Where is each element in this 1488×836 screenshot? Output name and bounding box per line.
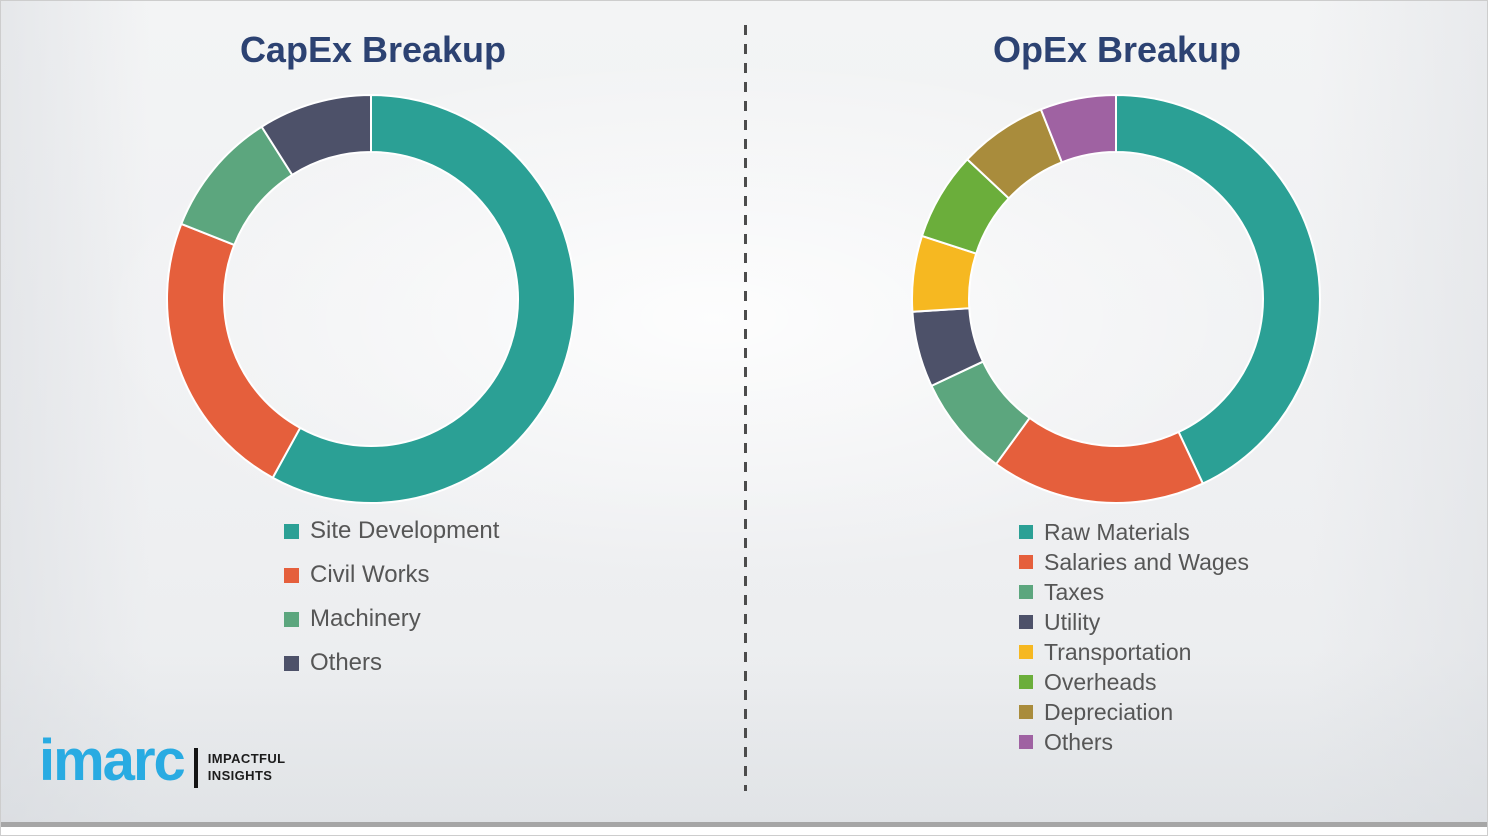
donut-segment-site-development (271, 93, 576, 504)
capex-donut-chart (161, 89, 581, 509)
legend-label: Others (1044, 728, 1114, 755)
capex-panel: CapEx Breakup Site Development Civil Work… (1, 1, 745, 835)
opex-legend: Raw Materials Salaries and Wages Taxes Util… (1019, 517, 1249, 757)
legend-label: Transportation (1044, 638, 1192, 665)
logo-divider-bar (193, 747, 198, 788)
legend-item: Raw Materials (1019, 517, 1249, 547)
legend-swatch-icon (284, 567, 299, 583)
legend-swatch-icon (1019, 735, 1033, 749)
donut-segment-others (1039, 93, 1117, 164)
logo-tagline-line1: IMPACTFUL (207, 751, 286, 767)
legend-item: Civil Works (284, 553, 499, 597)
bottom-frame-margin (1, 827, 1487, 835)
donut-segment-raw-materials (1115, 93, 1321, 485)
logo-tagline-line2: INSIGHTS (207, 767, 273, 783)
legend-label: Depreciation (1044, 698, 1174, 725)
legend-item: Transportation (1019, 637, 1249, 667)
donut-svg (911, 93, 1321, 504)
legend-label: Others (310, 649, 383, 676)
legend-label: Utility (1044, 608, 1101, 635)
imarc-logo: imarc IMPACTFUL INSIGHTS (39, 728, 286, 793)
donut-segment-others (260, 93, 372, 177)
capex-legend: Site Development Civil Works Machinery Othe… (284, 509, 499, 685)
legend-item: Overheads (1019, 667, 1249, 697)
legend-label: Overheads (1044, 668, 1157, 695)
legend-swatch-icon (284, 523, 299, 539)
legend-item: Others (284, 641, 499, 685)
legend-item: Salaries and Wages (1019, 547, 1249, 577)
legend-swatch-icon (284, 655, 299, 671)
dashed-divider (744, 25, 747, 791)
legend-label: Raw Materials (1044, 518, 1190, 545)
legend-item: Taxes (1019, 577, 1249, 607)
legend-swatch-icon (1019, 585, 1033, 599)
donut-svg (166, 93, 576, 504)
opex-chart-title: OpEx Breakup (992, 29, 1242, 70)
legend-swatch-icon (1019, 525, 1033, 539)
legend-swatch-icon (1019, 555, 1033, 569)
legend-swatch-icon (1019, 675, 1033, 689)
legend-swatch-icon (1019, 705, 1033, 719)
legend-label: Taxes (1044, 578, 1105, 605)
legend-item: Others (1019, 727, 1249, 757)
legend-label: Machinery (310, 605, 421, 632)
legend-label: Site Development (310, 517, 500, 544)
capex-chart-title: CapEx Breakup (239, 29, 507, 70)
imarc-logo-wordmark: imarc (39, 728, 186, 793)
legend-item: Depreciation (1019, 697, 1249, 727)
legend-item: Utility (1019, 607, 1249, 637)
legend-item: Site Development (284, 509, 499, 553)
legend-swatch-icon (1019, 615, 1033, 629)
donut-segment-civil-works (166, 222, 302, 480)
legend-swatch-icon (284, 611, 299, 627)
bottom-frame-line (1, 822, 1487, 827)
opex-donut-chart (906, 89, 1326, 509)
opex-panel: OpEx Breakup Raw Materials Salaries and W… (745, 1, 1487, 835)
logo-tagline: IMPACTFUL INSIGHTS (208, 751, 286, 784)
legend-label: Salaries and Wages (1044, 548, 1249, 575)
legend-label: Civil Works (310, 561, 430, 588)
donut-segment-salaries-and-wages (994, 416, 1205, 504)
legend-swatch-icon (1019, 645, 1033, 659)
legend-item: Machinery (284, 597, 499, 641)
